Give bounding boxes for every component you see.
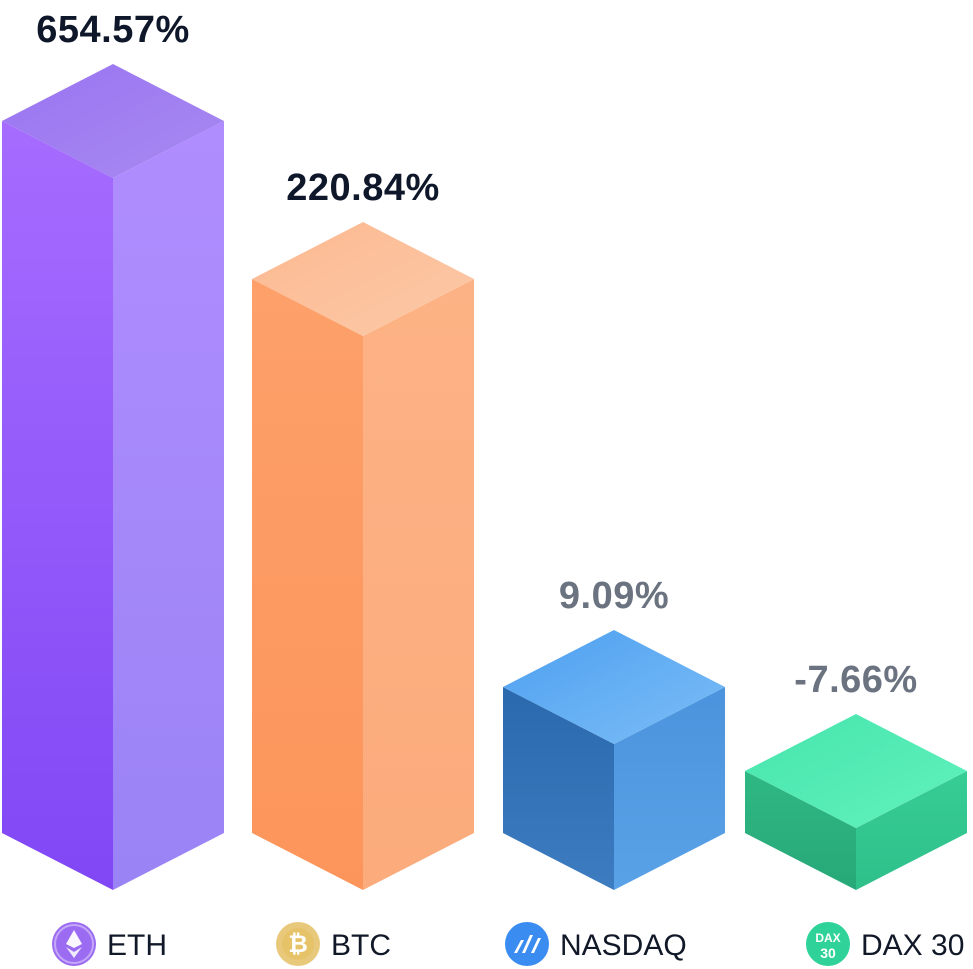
bar-left-face <box>745 771 856 890</box>
value-labels: 654.57% 220.84% 9.09% -7.66% <box>36 9 917 701</box>
value-label: 654.57% <box>36 9 190 51</box>
bar-eth <box>2 64 224 890</box>
bar-right-face <box>363 279 474 890</box>
bar-left-face <box>252 279 363 890</box>
nasdaq-icon <box>505 922 549 966</box>
bar-left-face <box>503 687 614 890</box>
bar-top-face <box>745 714 967 828</box>
legend-item-eth: ETH <box>52 922 167 966</box>
bar-top-face <box>252 222 474 336</box>
svg-text:DAX: DAX <box>815 931 840 945</box>
bar-top-face <box>2 64 224 178</box>
value-label: 9.09% <box>559 575 669 617</box>
svg-text:₿: ₿ <box>288 931 308 958</box>
ethereum-icon <box>52 922 96 966</box>
bars-layer <box>2 64 967 890</box>
bar-right-face <box>113 121 224 890</box>
value-label: -7.66% <box>794 659 917 701</box>
bar-nasdaq <box>503 630 725 890</box>
legend-label: BTC <box>331 929 391 962</box>
legend-item-btc: ₿ BTC <box>276 922 391 966</box>
bitcoin-icon: ₿ <box>276 922 320 966</box>
svg-text:30: 30 <box>820 945 836 961</box>
legend-label: ETH <box>107 929 167 962</box>
legend-label: NASDAQ <box>560 929 687 962</box>
bar-dax-30 <box>745 714 967 890</box>
bar-top-face <box>503 630 725 744</box>
bar-right-face <box>614 687 725 890</box>
legend-item-nasdaq: NASDAQ <box>505 922 687 966</box>
bar-right-face <box>856 771 967 890</box>
bar-btc <box>252 222 474 890</box>
legend-label: DAX 30 <box>861 929 964 962</box>
bar-left-face <box>2 121 113 890</box>
value-label: 220.84% <box>286 167 440 209</box>
